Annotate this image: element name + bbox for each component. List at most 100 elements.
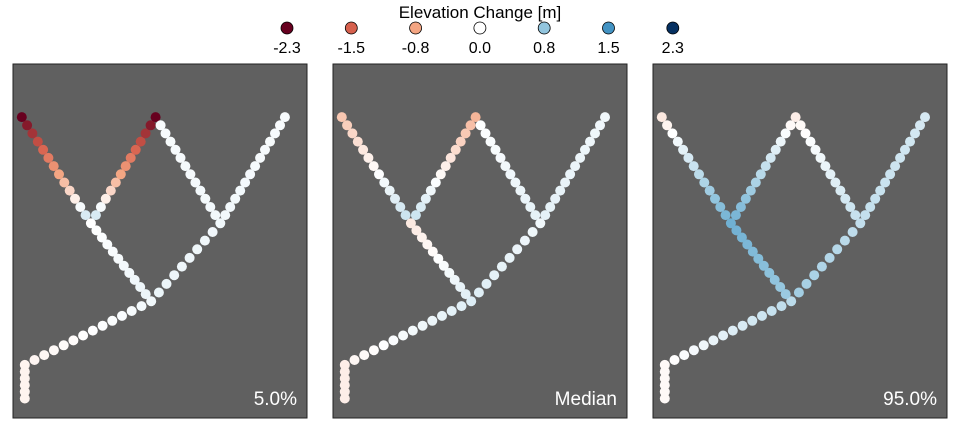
data-point — [740, 193, 751, 204]
data-point — [545, 202, 556, 212]
data-point — [184, 252, 195, 263]
data-point — [270, 128, 280, 139]
data-point — [455, 136, 466, 147]
data-point — [440, 161, 451, 172]
data-point — [190, 177, 201, 188]
legend-label: 0.8 — [533, 40, 555, 57]
data-point — [715, 202, 726, 212]
data-point — [860, 210, 871, 221]
data-point — [720, 210, 731, 221]
data-point — [435, 169, 446, 180]
data-point — [785, 120, 796, 131]
data-point — [850, 210, 861, 221]
data-point — [146, 296, 157, 307]
data-point — [433, 253, 444, 264]
data-point — [417, 320, 428, 331]
legend-swatch — [473, 21, 487, 35]
data-point — [105, 185, 116, 196]
data-point — [489, 270, 500, 281]
data-point — [805, 136, 816, 147]
data-point — [240, 177, 251, 188]
data-point — [570, 161, 581, 172]
data-point — [199, 235, 210, 246]
data-point — [718, 330, 729, 341]
data-point — [120, 161, 131, 172]
legend-swatch — [280, 21, 294, 35]
data-point — [600, 112, 610, 123]
data-point — [770, 144, 781, 155]
data-point — [161, 278, 172, 289]
data-point — [110, 177, 121, 188]
data-point — [446, 306, 457, 316]
data-point — [358, 144, 369, 155]
data-point — [430, 177, 441, 188]
data-point — [465, 120, 476, 131]
data-point — [230, 193, 241, 204]
data-point — [64, 185, 75, 196]
data-point — [155, 120, 166, 131]
data-point — [731, 225, 742, 236]
panel-3: 95.0% — [652, 63, 948, 419]
data-point — [755, 169, 766, 180]
data-point — [91, 225, 102, 236]
data-point — [192, 244, 203, 255]
data-point — [480, 128, 491, 139]
data-point — [895, 152, 906, 163]
data-point — [520, 193, 531, 204]
data-point — [405, 218, 416, 229]
data-point — [470, 112, 481, 123]
data-point — [118, 260, 129, 271]
data-point — [90, 210, 101, 221]
data-point — [129, 274, 140, 285]
data-point — [150, 112, 161, 123]
data-point — [473, 287, 484, 298]
data-point — [117, 310, 127, 321]
data-point — [753, 253, 764, 264]
data-point — [580, 144, 590, 155]
data-point — [793, 287, 804, 298]
data-point — [905, 136, 915, 147]
data-point — [855, 218, 866, 229]
data-point — [85, 218, 96, 229]
data-point — [750, 177, 761, 188]
data-point — [107, 246, 118, 257]
data-point — [475, 120, 486, 131]
data-point — [195, 185, 206, 196]
data-point — [505, 169, 516, 180]
data-point — [540, 210, 551, 221]
data-point — [747, 246, 758, 257]
data-point — [560, 177, 571, 188]
data-point — [575, 152, 586, 163]
data-point — [80, 210, 91, 221]
data-point — [169, 270, 180, 281]
data-point — [920, 112, 930, 123]
data-point — [115, 169, 126, 180]
data-point — [135, 282, 146, 292]
data-point — [205, 202, 216, 212]
data-point — [450, 144, 461, 155]
data-point — [411, 225, 422, 236]
data-point — [32, 136, 43, 147]
data-point — [456, 301, 467, 312]
data-point — [795, 120, 806, 131]
legend-swatch — [344, 21, 358, 35]
data-point — [170, 144, 181, 155]
data-point — [140, 128, 151, 139]
data-point — [688, 345, 699, 356]
data-point — [730, 210, 741, 221]
data-point — [78, 330, 89, 341]
data-point — [775, 136, 786, 147]
data-point — [235, 185, 246, 196]
data-point — [490, 144, 501, 155]
data-point — [160, 128, 171, 139]
data-point — [550, 193, 561, 204]
data-point — [725, 218, 736, 229]
data-point — [140, 289, 151, 300]
data-point — [512, 244, 523, 255]
data-point — [39, 350, 50, 361]
data-point — [820, 161, 831, 172]
data-point — [466, 296, 477, 307]
data-point — [800, 128, 811, 139]
data-point — [16, 112, 27, 123]
